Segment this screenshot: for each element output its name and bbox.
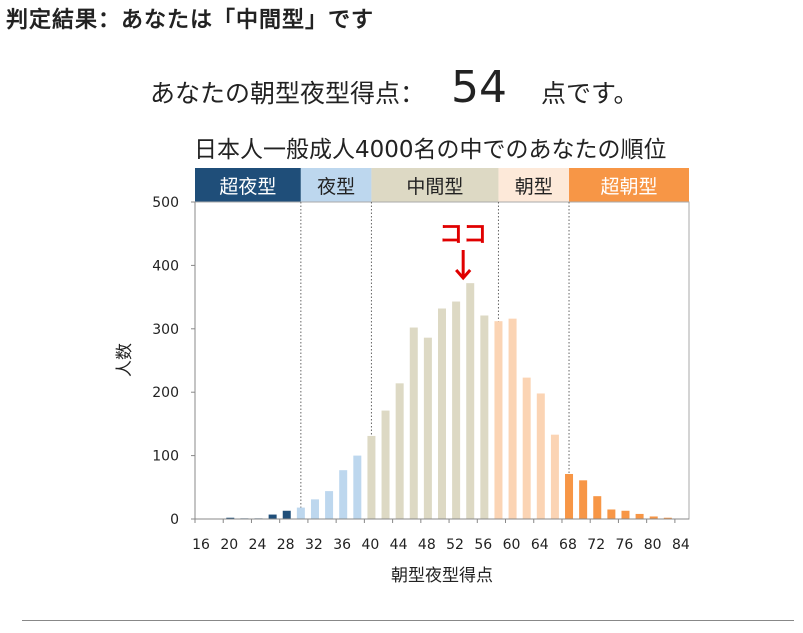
histogram-bar xyxy=(536,393,545,519)
category-band xyxy=(300,168,372,202)
category-label: 中間型 xyxy=(406,176,463,198)
histogram-bar xyxy=(593,496,602,519)
annotation-arrow-head xyxy=(455,269,472,281)
x-tick-label: 60 xyxy=(503,537,521,553)
histogram-bar xyxy=(452,301,461,519)
histogram-bar xyxy=(508,318,517,519)
category-band xyxy=(498,168,570,202)
y-tick-label: 500 xyxy=(152,195,179,211)
score-suffix: 点です。 xyxy=(541,79,639,108)
histogram-bar xyxy=(550,434,559,519)
x-tick-label: 16 xyxy=(192,537,210,553)
category-label: 朝型 xyxy=(515,176,553,198)
score-value: 54 xyxy=(451,62,508,113)
histogram-bar xyxy=(565,473,574,519)
x-tick-label: 24 xyxy=(249,537,267,553)
x-tick-label: 84 xyxy=(672,537,690,553)
histogram-bar xyxy=(663,517,672,519)
histogram-bar xyxy=(325,491,334,519)
histogram-bar xyxy=(367,435,376,519)
histogram-bar xyxy=(649,516,658,519)
x-tick-label: 64 xyxy=(531,537,549,553)
histogram-bar xyxy=(635,513,644,519)
y-tick-label: 200 xyxy=(152,385,179,401)
histogram-bar xyxy=(607,509,616,519)
category-band xyxy=(195,168,301,202)
category-band xyxy=(371,168,499,202)
x-tick-label: 56 xyxy=(474,537,492,553)
histogram-bar xyxy=(466,283,475,519)
x-tick-label: 76 xyxy=(616,537,634,553)
x-tick-label: 52 xyxy=(446,537,464,553)
y-tick-label: 0 xyxy=(170,512,179,528)
x-tick-label: 32 xyxy=(305,537,323,553)
y-tick-label: 300 xyxy=(152,322,179,338)
histogram-bar xyxy=(268,514,277,519)
x-tick-label: 72 xyxy=(587,537,605,553)
x-tick-label: 20 xyxy=(220,537,238,553)
category-label: 超朝型 xyxy=(601,176,658,198)
histogram-bar xyxy=(579,480,588,519)
histogram-bar xyxy=(226,517,235,519)
histogram-bar xyxy=(381,410,390,519)
histogram-bar xyxy=(621,510,630,519)
histogram-bar xyxy=(395,383,404,519)
annotation-label: ココ xyxy=(439,220,487,248)
x-tick-label: 68 xyxy=(559,537,577,553)
histogram-bar xyxy=(296,507,305,519)
category-label: 夜型 xyxy=(317,176,355,198)
histogram-bar xyxy=(310,499,319,519)
y-tick-label: 400 xyxy=(152,258,179,274)
y-axis-label: 人数 xyxy=(115,343,135,377)
histogram-bar xyxy=(353,455,362,519)
x-tick-label: 44 xyxy=(390,537,408,553)
x-tick-label: 80 xyxy=(644,537,662,553)
score-line: あなたの朝型夜型得点： 54 点です。 xyxy=(150,62,639,113)
x-tick-label: 28 xyxy=(277,537,295,553)
x-axis-label: 朝型夜型得点 xyxy=(391,566,493,586)
x-tick-label: 40 xyxy=(361,537,379,553)
histogram-bar xyxy=(522,377,531,519)
score-prefix: あなたの朝型夜型得点： xyxy=(150,79,426,108)
histogram-bar xyxy=(339,470,348,519)
histogram-bar xyxy=(494,321,503,519)
histogram-bar xyxy=(282,510,291,519)
histogram-bar xyxy=(438,308,446,519)
category-band xyxy=(569,168,689,202)
histogram-bar xyxy=(423,337,432,519)
histogram-bar xyxy=(409,327,418,519)
divider xyxy=(22,620,794,621)
y-tick-label: 100 xyxy=(152,449,179,465)
x-tick-label: 36 xyxy=(333,537,351,553)
x-tick-label: 48 xyxy=(418,537,436,553)
category-label: 超夜型 xyxy=(219,176,276,198)
histogram-bar xyxy=(480,315,489,519)
result-heading: 判定結果：あなたは「中間型」です xyxy=(6,8,375,33)
chart-title: 日本人一般成人4000名の中でのあなたの順位 xyxy=(194,137,667,163)
